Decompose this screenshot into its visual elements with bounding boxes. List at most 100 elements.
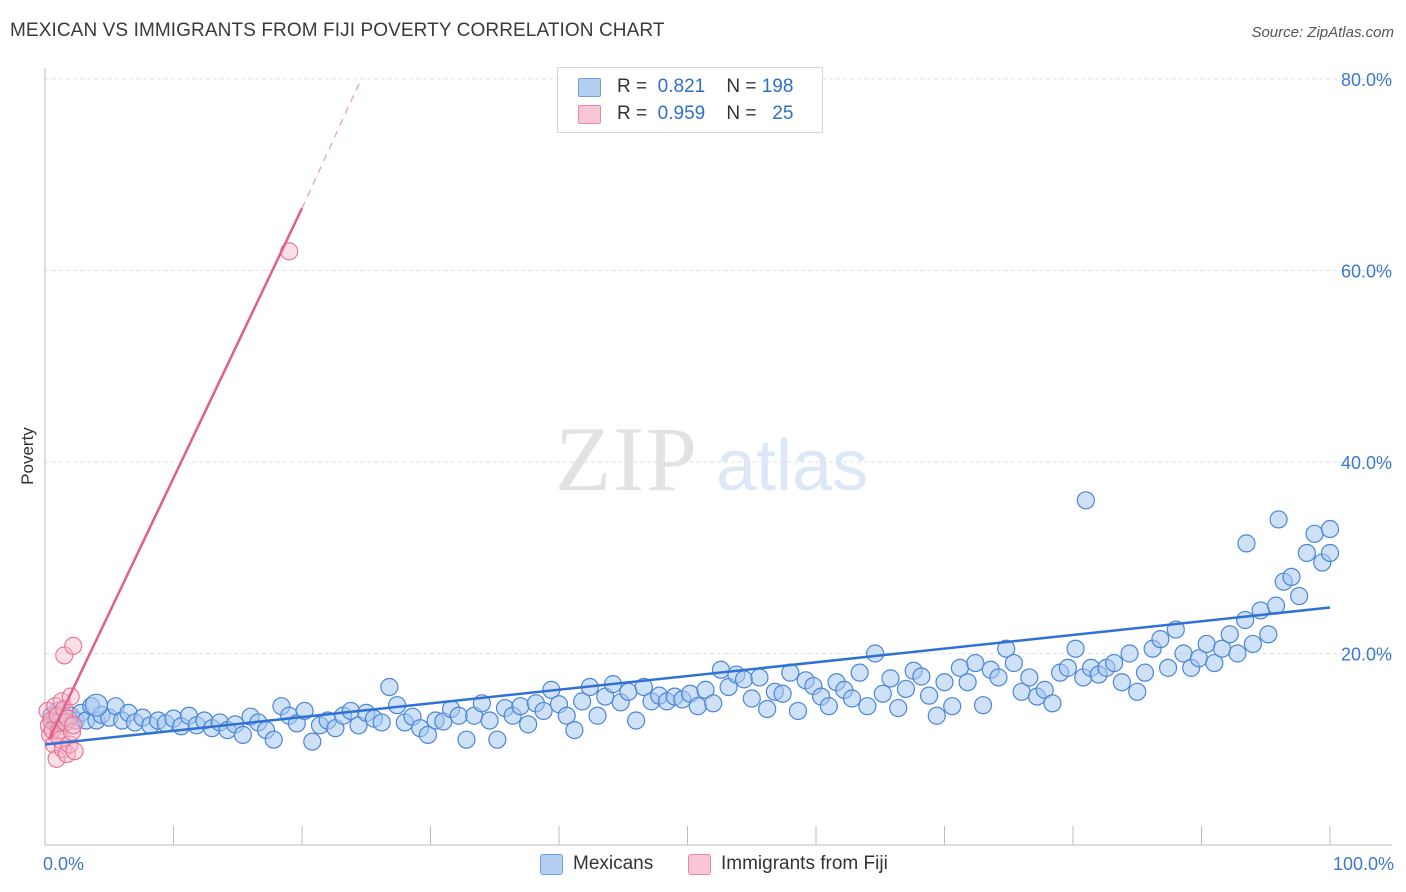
data-point-mexicans (773, 684, 792, 703)
stats-n-value: 198 (761, 76, 794, 97)
data-point-mexicans (742, 689, 761, 708)
data-point-mexicans (449, 706, 468, 725)
data-point-mexicans (734, 670, 754, 689)
data-point-mexicans (480, 711, 499, 730)
stats-swatch-pink (578, 104, 601, 124)
data-point-mexicans (634, 677, 653, 697)
data-point-mexicans (1228, 644, 1247, 663)
data-point-mexicans (1320, 543, 1340, 563)
data-point-mexicans (973, 696, 993, 715)
data-point-mexicans (264, 730, 283, 749)
data-point-mexicans (565, 720, 584, 740)
data-point-mexicans (927, 706, 946, 725)
data-point-mexicans (997, 639, 1016, 658)
data-point-mexicans (1158, 658, 1178, 677)
data-point-mexicans (488, 730, 507, 749)
watermark-atlas: atlas (716, 426, 868, 506)
data-point-mexicans (1236, 610, 1255, 630)
stats-r-label: R = (617, 103, 648, 124)
data-point-mexicans (1135, 663, 1155, 682)
y-tick-labels: 20.0% 40.0% 60.0% 80.0% (1341, 70, 1392, 665)
data-point-mexicans (858, 697, 877, 716)
stats-n-label: N = (726, 76, 757, 97)
trend-line-fiji-extension (301, 81, 361, 209)
x-tick-label: 100.0% (1333, 854, 1394, 874)
data-point-mexicans (1004, 653, 1023, 673)
data-point-mexicans (1058, 658, 1077, 677)
data-point-mexicans (1320, 519, 1340, 539)
data-point-mexicans (989, 668, 1008, 687)
data-point-mexicans (750, 668, 769, 687)
data-point-mexicans (619, 682, 638, 701)
data-point-mexicans (534, 701, 553, 721)
y-tick-label: 80.0% (1341, 70, 1392, 90)
data-point-mexicans (380, 677, 399, 697)
watermark-zip: ZIP (555, 408, 699, 510)
data-point-mexicans (1205, 653, 1224, 673)
watermark: ZIP atlas (555, 408, 868, 510)
legend-item-fiji[interactable]: Immigrants from Fiji (688, 851, 888, 877)
data-point-mexicans (511, 697, 530, 716)
stats-r-label: R = (617, 76, 648, 97)
data-point-mexicans (943, 697, 962, 716)
data-point-fiji (64, 636, 83, 655)
data-point-mexicans (303, 732, 322, 751)
data-point-mexicans (966, 653, 985, 673)
data-point-mexicans (788, 701, 808, 721)
data-point-mexicans (919, 686, 939, 705)
data-point-fiji (64, 716, 83, 735)
legend-item-mexicans[interactable]: Mexicans (540, 851, 653, 877)
data-point-mexicans (418, 725, 438, 744)
data-point-mexicans (1305, 524, 1324, 543)
data-point-mexicans (1151, 630, 1170, 649)
data-point-mexicans (1120, 644, 1139, 663)
data-point-mexicans (1043, 694, 1062, 713)
data-point-mexicans (696, 680, 715, 699)
data-point-mexicans (1237, 534, 1256, 553)
data-point-mexicans (958, 673, 977, 692)
data-point-mexicans (1076, 491, 1095, 510)
data-point-mexicans (912, 667, 931, 686)
legend-swatch-pink (688, 853, 711, 875)
data-point-mexicans (372, 713, 391, 732)
data-point-mexicans (1220, 625, 1239, 644)
x-tick-label: 0.0% (43, 854, 84, 874)
gridlines (45, 78, 1392, 654)
data-point-mexicans (711, 660, 731, 679)
data-point-fiji (65, 742, 84, 761)
x-tick-labels: 0.0% 100.0% (43, 854, 1394, 874)
data-point-mexicans (688, 697, 707, 716)
y-tick-label: 40.0% (1341, 453, 1392, 473)
data-point-mexicans (519, 715, 538, 734)
data-point-mexicans (881, 669, 900, 688)
stats-row-mexicans: R = 0.821 N = 198 (578, 74, 793, 100)
data-point-mexicans (84, 693, 109, 717)
data-point-mexicans (896, 679, 916, 699)
data-point-mexicans (704, 694, 723, 713)
y-tick-label: 20.0% (1341, 645, 1392, 665)
stats-n-label: N = (726, 103, 757, 124)
source-label: Source: ZipAtlas.com (1251, 24, 1394, 41)
y-tick-label: 60.0% (1341, 262, 1392, 282)
data-point-mexicans (1259, 625, 1278, 644)
legend-label-fiji: Immigrants from Fiji (721, 853, 888, 874)
legend-swatch-blue (540, 853, 563, 875)
data-point-mexicans (935, 673, 954, 692)
data-point-mexicans (1128, 682, 1147, 701)
chart-title: MEXICAN VS IMMIGRANTS FROM FIJI POVERTY … (10, 20, 665, 41)
data-point-mexicans (889, 698, 908, 718)
trend-lines (44, 81, 1331, 746)
data-point-mexicans (819, 697, 838, 716)
legend-label-mexicans: Mexicans (573, 853, 654, 874)
data-point-mexicans (1066, 639, 1085, 658)
data-point-mexicans (873, 684, 892, 703)
data-point-mexicans (1290, 586, 1309, 606)
data-point-mexicans (842, 689, 862, 708)
data-point-mexicans (1105, 653, 1124, 673)
data-point-mexicans (573, 692, 592, 711)
data-point-mexicans (850, 663, 869, 682)
series-fiji (38, 242, 299, 768)
stats-n-value: 25 (772, 103, 794, 124)
data-point-fiji (55, 646, 74, 665)
data-point-mexicans (1243, 634, 1263, 654)
